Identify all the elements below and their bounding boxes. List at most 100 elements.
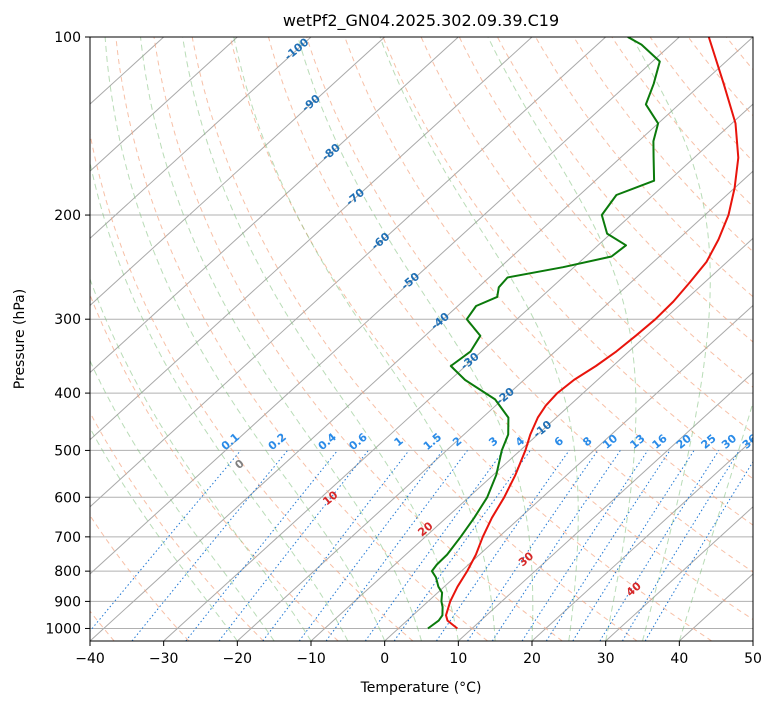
dewpoint-profile-line	[427, 37, 661, 630]
mixing-ratio-label: 20	[674, 432, 694, 452]
moist-adiabat-line	[140, 37, 422, 641]
dry-adiabat-line	[382, 37, 753, 480]
y-axis: 1000 900 800 700 600 500 400 300 200 100	[45, 30, 90, 637]
mixing-ratio-label: 0.1	[219, 430, 242, 452]
mixing-ratio-label: 30	[719, 432, 739, 452]
y-tick-label: 900	[54, 594, 81, 610]
isotherm-line	[457, 371, 753, 641]
background-lines	[90, 37, 775, 641]
mixing-ratio-label: 3	[486, 434, 500, 449]
mixing-ratio-line	[185, 450, 338, 641]
isotherm-line	[310, 237, 753, 641]
dry-adiabat-line	[306, 37, 753, 573]
isotherm-line	[90, 37, 533, 441]
x-tick-label: 30	[597, 651, 615, 667]
dry-adiabat-line	[611, 37, 753, 208]
mixing-ratio-label: 1	[392, 434, 406, 449]
mixing-ratio-label: 10	[600, 432, 620, 452]
x-tick-label: 0	[380, 651, 389, 667]
moist-adiabat-line	[631, 37, 711, 641]
isotherm-line	[605, 506, 753, 641]
mixing-ratio-line	[131, 450, 288, 641]
x-tick-label: −10	[296, 651, 326, 667]
x-tick-label: −20	[223, 651, 253, 667]
moist-adiabat-line	[90, 427, 238, 641]
dry-adiabat-line	[496, 37, 753, 343]
isotherm-line	[90, 37, 607, 508]
y-tick-label: 500	[54, 443, 81, 459]
dry-adiabat-line	[687, 37, 753, 117]
mixing-ratio-label: 6	[552, 434, 566, 449]
mixing-ratio-line	[545, 450, 671, 641]
isotherm-line	[384, 304, 753, 641]
x-axis: −40 −30 −20 −10 0 10 20 30 40 50	[75, 641, 762, 667]
dry-adiabat-line	[191, 37, 638, 641]
mixing-ratio-label: 25	[699, 432, 719, 452]
isotherm-line	[90, 37, 238, 172]
isotherm-line	[90, 37, 680, 575]
y-tick-label: 100	[54, 30, 81, 46]
moist-adiabat-line	[90, 277, 312, 641]
mixing-ratio-line	[491, 450, 621, 641]
dry-adiabat-line	[90, 293, 339, 641]
mixing-ratio-line	[644, 460, 753, 641]
isotherm-line	[90, 37, 459, 374]
moist-adiabat-line	[379, 37, 579, 641]
isotherm-line	[236, 170, 753, 641]
dry-adiabat-line	[115, 37, 488, 641]
dry-adiabat-line	[153, 37, 563, 641]
plot-area: -100-90-80-70-60-50-40-30-20-100.1 0.2 0.4…	[90, 35, 775, 641]
mixing-ratio-label: 8	[580, 434, 594, 449]
dry-adiabat-label: 10	[320, 488, 340, 508]
mixing-ratio-line	[435, 450, 570, 641]
y-tick-label: 400	[54, 386, 81, 402]
mixing-ratio-label: 1.5	[421, 430, 444, 452]
moist-adiabat-line	[104, 37, 386, 641]
mixing-ratio-line	[621, 450, 740, 641]
mixing-ratio-label: 0.4	[316, 430, 340, 453]
mixing-ratio-label: 13	[627, 432, 647, 452]
mixing-ratio-line	[364, 450, 505, 641]
dry-adiabat-line	[90, 131, 414, 641]
isotherm-label: -100	[282, 35, 312, 63]
dry-adiabat-line	[765, 37, 775, 641]
mixing-ratio-line	[262, 450, 410, 641]
isotherm-line	[90, 37, 753, 641]
mixing-ratio-label: 4	[513, 434, 527, 449]
dry-adiabat-line	[344, 37, 753, 526]
y-tick-label: 800	[54, 564, 81, 580]
isotherm-line	[531, 438, 753, 641]
y-tick-label: 300	[54, 312, 81, 328]
y-tick-label: 700	[54, 530, 81, 546]
x-tick-label: −30	[149, 651, 179, 667]
mixing-ratio-line	[90, 450, 242, 632]
dry-adiabat-line	[90, 411, 264, 641]
isotherm-line	[90, 37, 312, 240]
dry-adiabat-line	[90, 514, 190, 641]
x-tick-label: 40	[670, 651, 688, 667]
y-tick-label: 200	[54, 208, 81, 224]
x-tick-label: −40	[75, 651, 105, 667]
profile-lines	[427, 37, 740, 630]
mixing-ratio-label: 0.6	[346, 430, 370, 453]
y-tick-label: 1000	[45, 621, 81, 637]
dry-adiabat-line	[535, 37, 753, 298]
mixing-ratio-line	[599, 450, 720, 641]
isotherm-line	[752, 640, 753, 641]
dry-adiabat-line	[649, 37, 753, 163]
mixing-ratio-line	[218, 450, 369, 641]
moist-adiabat-line	[233, 37, 496, 641]
temperature-profile-line	[445, 37, 740, 630]
mixing-ratio-label: 0.2	[266, 430, 289, 452]
dry-adiabat-label: 30	[516, 549, 536, 569]
moist-adiabat-line	[297, 37, 534, 641]
isoline-labels: -100-90-80-70-60-50-40-30-20-100.1 0.2 0.4…	[219, 35, 753, 599]
dry-adiabat-line	[573, 37, 753, 253]
mixing-ratio-line	[467, 450, 599, 641]
x-tick-label: 10	[449, 651, 467, 667]
mixing-ratio-line	[572, 450, 695, 641]
moist-adiabat-line	[678, 400, 753, 641]
moist-adiabat-line	[182, 37, 459, 641]
plot-frame	[89, 36, 754, 642]
